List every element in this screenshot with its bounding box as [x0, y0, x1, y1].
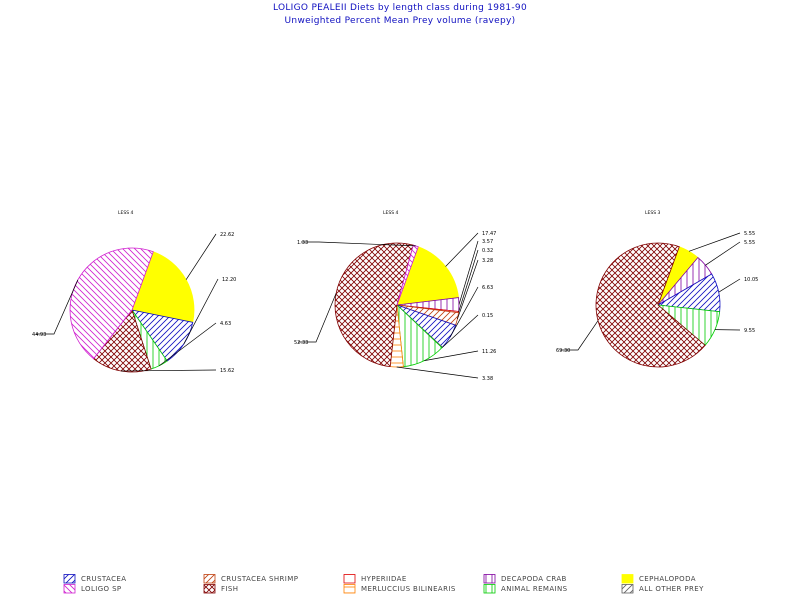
leader-line: [718, 278, 741, 293]
legend-swatch: [343, 584, 356, 594]
slice-value-label: 0.32: [482, 248, 493, 254]
legend-swatch: [483, 584, 496, 594]
legend-label: MERLUCCIUS BILINEARIS: [361, 585, 456, 593]
slice-value-label: 11.26: [482, 349, 496, 355]
legend-swatch: [63, 574, 76, 584]
slice-value-label: 3.57: [482, 239, 493, 245]
leader-line: [449, 286, 479, 338]
pie-label: LESS 3: [645, 210, 660, 216]
leader-line: [298, 293, 337, 343]
legend-label: ANIMAL REMAINS: [501, 585, 568, 593]
pie-chart-2: 17.47 3.57 0.32 3.28 6.63 0.15 11.26 3.38 52.33 1…: [294, 210, 496, 382]
slice-value-label: 69.30: [556, 348, 570, 354]
legend-label: ALL OTHER PREY: [639, 585, 704, 593]
legend-swatch: [203, 574, 216, 584]
legend-swatch: [203, 584, 216, 594]
pie-chart-1: 22.62 12.20 4.63 15.62 44.93 LESS 4: [32, 210, 236, 374]
slice-value-label: 12.20: [222, 277, 236, 283]
legend-label: FISH: [221, 585, 239, 593]
leader-line: [441, 314, 479, 348]
leader-line: [458, 249, 479, 313]
pie-slice-cephalopoda: [396, 246, 459, 306]
slice-value-label: 5.55: [744, 240, 755, 246]
legend-swatch: [63, 584, 76, 594]
pie-slice-fish: [334, 242, 414, 368]
chart-subtitle: Unweighted Percent Mean Prey volume (rav…: [284, 16, 516, 26]
slice-value-label: 22.62: [220, 232, 234, 238]
slice-value-label: 0.15: [482, 313, 493, 319]
legend-swatch: [483, 574, 496, 584]
leader-line: [688, 232, 741, 252]
legend-label: LOLIGO SP: [81, 585, 122, 593]
pie-slice-loligo-sp: [69, 247, 154, 360]
leader-line: [424, 350, 479, 361]
leader-line: [120, 369, 217, 372]
slice-value-label: 15.62: [220, 368, 234, 374]
slice-value-label: 9.55: [744, 328, 755, 334]
slice-value-label: 44.93: [32, 332, 46, 338]
pie-slice-cephalopoda: [131, 251, 195, 323]
pie-chart-3: 5.55 5.55 10.05 9.55 69.30 LESS 3: [556, 210, 758, 368]
legend-swatch: [343, 574, 356, 584]
slice-value-label: 52.33: [294, 340, 308, 346]
leader-line: [705, 241, 741, 266]
slice-value-label: 3.28: [482, 258, 493, 264]
slice-value-label: 5.55: [744, 231, 755, 237]
pie-label: LESS 4: [118, 210, 133, 216]
legend-label: DECAPODA CRAB: [501, 575, 567, 583]
leader-line: [185, 233, 217, 280]
legend-label: CEPHALOPODA: [639, 575, 696, 583]
slice-value-label: 10.05: [744, 277, 758, 283]
pie-charts: 22.62 12.20 4.63 15.62 44.93 LESS 4 17.47 3.57 0…: [32, 210, 758, 382]
chart-title: LOLIGO PEALEII Diets by length class dur…: [272, 3, 527, 13]
leader-line: [36, 279, 79, 335]
leader-line: [159, 322, 217, 366]
legend-swatch: [621, 584, 634, 594]
leader-line: [560, 320, 599, 351]
slice-value-label: 6.63: [482, 285, 493, 291]
legend-label: CRUSTACEA SHRIMP: [221, 575, 299, 583]
leader-line: [301, 241, 416, 247]
slice-value-label: 1.33: [297, 240, 308, 246]
leader-line: [457, 259, 479, 320]
legend-swatch: [621, 574, 634, 584]
slice-value-label: 17.47: [482, 231, 496, 237]
leader-line: [458, 240, 479, 305]
legend: CRUSTACEA LOLIGO SP CRUSTACEA SHRIMP FISH HY…: [0, 574, 800, 600]
leader-line: [445, 232, 479, 267]
leader-line: [396, 366, 479, 379]
legend-label: HYPERIIDAE: [361, 575, 407, 583]
pie-label: LESS 4: [383, 210, 398, 216]
legend-label: CRUSTACEA: [81, 575, 127, 583]
slice-value-label: 3.38: [482, 376, 493, 382]
slice-value-label: 4.63: [220, 321, 231, 327]
leader-line: [183, 278, 219, 345]
pie-slice-loligo-sp: [396, 244, 419, 306]
